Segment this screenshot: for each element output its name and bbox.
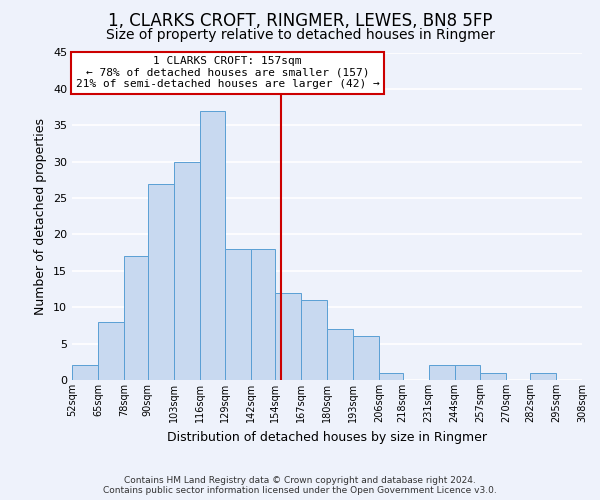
Bar (353, 336, 379, 380)
Bar (199, 110, 226, 380)
Bar (226, 249, 251, 380)
Bar (173, 162, 199, 380)
Bar (481, 372, 506, 380)
Bar (72, 366, 98, 380)
Bar (98, 322, 124, 380)
X-axis label: Distribution of detached houses by size in Ringmer: Distribution of detached houses by size … (167, 430, 487, 444)
Bar (428, 366, 455, 380)
Bar (275, 292, 301, 380)
Y-axis label: Number of detached properties: Number of detached properties (34, 118, 47, 315)
Bar (124, 256, 148, 380)
Bar (327, 329, 353, 380)
Bar (455, 366, 481, 380)
Text: Contains HM Land Registry data © Crown copyright and database right 2024.
Contai: Contains HM Land Registry data © Crown c… (103, 476, 497, 495)
Bar (530, 372, 556, 380)
Text: 1 CLARKS CROFT: 157sqm
← 78% of detached houses are smaller (157)
21% of semi-de: 1 CLARKS CROFT: 157sqm ← 78% of detached… (76, 56, 379, 90)
Text: 1, CLARKS CROFT, RINGMER, LEWES, BN8 5FP: 1, CLARKS CROFT, RINGMER, LEWES, BN8 5FP (108, 12, 492, 30)
Bar (301, 300, 327, 380)
Bar (582, 372, 600, 380)
Bar (148, 184, 173, 380)
Bar (251, 249, 275, 380)
Bar (379, 372, 403, 380)
Text: Size of property relative to detached houses in Ringmer: Size of property relative to detached ho… (106, 28, 494, 42)
